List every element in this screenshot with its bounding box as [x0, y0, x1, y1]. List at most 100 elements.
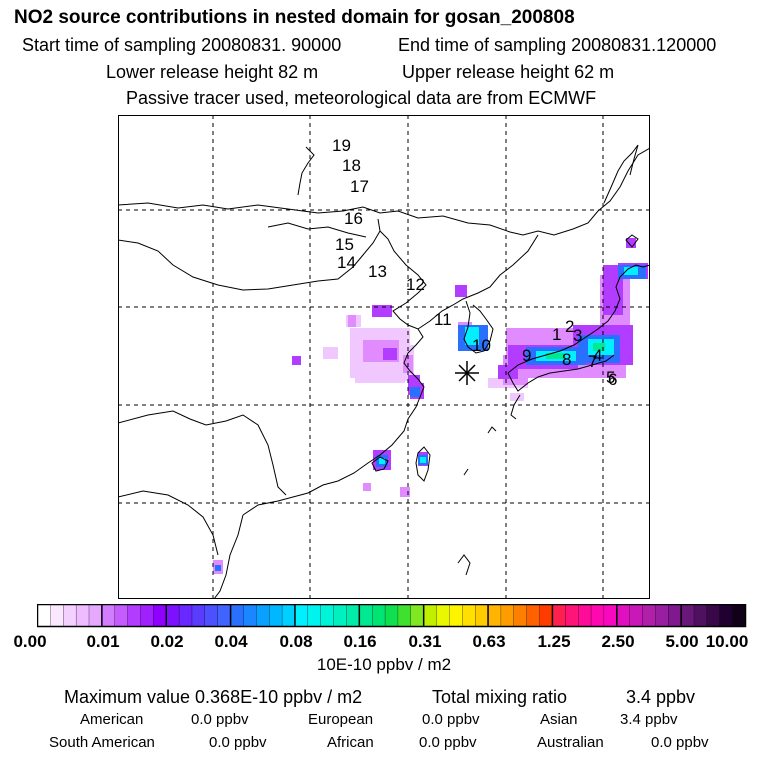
colorbar-cell	[294, 604, 309, 627]
colorbar-frame	[37, 604, 747, 628]
colorbar-cell	[655, 604, 669, 627]
colorbar-cell	[75, 604, 90, 627]
colorbar-tick: 0.04	[214, 632, 248, 651]
track-label-12: 12	[406, 275, 425, 294]
colorbar-major-ticks	[101, 604, 682, 627]
colorbar-cell	[487, 604, 502, 627]
total-mixing-value: 3.4 ppbv	[626, 687, 696, 707]
tracer-note: Passive tracer used, meteorological data…	[126, 88, 597, 108]
colorbar-cell	[668, 604, 682, 627]
colorbar-cell	[50, 604, 64, 627]
lower-release-height: Lower release height 82 m	[106, 62, 319, 82]
colorbar-cell	[475, 604, 489, 627]
colorbar-cell	[500, 604, 515, 627]
region-value: 0.0 ppbv	[422, 711, 480, 728]
colorbar-cell	[706, 604, 721, 627]
colorbar-cell	[153, 604, 167, 627]
colorbar-cell	[590, 604, 605, 627]
region-value: 3.4 ppbv	[620, 711, 678, 728]
max-value: Maximum value 0.368E-10 ppbv / m2	[64, 687, 363, 707]
colorbar-cell	[629, 604, 643, 627]
region-name: European	[308, 711, 374, 728]
colorbar-cell	[114, 604, 129, 627]
colorbar-cell	[191, 604, 206, 627]
colorbar-cell	[307, 604, 322, 627]
track-label-2: 2	[565, 317, 574, 336]
region-name: South American	[49, 734, 155, 751]
asterisk-icon	[455, 361, 479, 385]
track-label-5: 5	[606, 368, 615, 387]
colorbar-tick: 0.08	[279, 632, 313, 651]
colorbar-cell	[410, 604, 425, 627]
colorbar-cell	[526, 604, 540, 627]
colorbar-units: 10E-10 ppbv / m2	[316, 655, 452, 674]
colorbar	[37, 604, 747, 628]
colorbar-cell	[372, 604, 386, 627]
colorbar-cell	[732, 604, 746, 627]
colorbar-tick: 0.00	[13, 632, 47, 651]
colorbar-tick: 5.00	[665, 632, 699, 651]
plume-layer	[213, 238, 648, 574]
track-label-15: 15	[335, 235, 354, 254]
region-name: African	[327, 734, 374, 751]
colorbar-cell	[616, 604, 631, 627]
colorbar-cell	[539, 604, 553, 627]
track-label-8: 8	[562, 350, 571, 369]
colorbar-cell	[230, 604, 244, 627]
region-value: 0.0 ppbv	[209, 734, 267, 751]
coastlines	[118, 144, 650, 599]
track-label-19: 19	[332, 136, 351, 155]
track-label-6: 6	[608, 370, 617, 389]
plume-green	[546, 343, 605, 359]
source-contribution-map: 1 2 3 4 5 6 7 8 9 10 11 12 13 14 15 16 1…	[118, 115, 650, 599]
colorbar-cell	[423, 604, 437, 627]
colorbar-cell	[140, 604, 154, 627]
colorbar-cell	[166, 604, 180, 627]
colorbar-tick: 0.02	[150, 632, 184, 651]
track-label-10: 10	[472, 336, 491, 355]
track-label-16: 16	[344, 209, 363, 228]
colorbar-tick: 0.63	[472, 632, 506, 651]
track-label-3: 3	[573, 326, 582, 345]
colorbar-cell	[256, 604, 270, 627]
colorbar-cell	[359, 604, 373, 627]
region-value: 0.0 ppbv	[651, 734, 709, 751]
region-value: 0.0 ppbv	[419, 734, 477, 751]
track-label-4: 4	[593, 346, 602, 365]
colorbar-cell	[449, 604, 463, 627]
track-label-14: 14	[337, 253, 356, 272]
colorbar-cell	[552, 604, 566, 627]
colorbar-tick: 0.01	[86, 632, 120, 651]
region-name: American	[80, 711, 144, 728]
colorbar-cell	[269, 604, 283, 627]
plot-title: NO2 source contributions in nested domai…	[14, 7, 575, 28]
region-value: 0.0 ppbv	[191, 711, 249, 728]
end-time: End time of sampling 20080831.120000	[398, 35, 717, 55]
colorbar-cell	[281, 604, 296, 627]
colorbar-cell	[693, 604, 708, 627]
colorbar-cell	[436, 604, 450, 627]
colorbar-cells	[37, 604, 746, 627]
colorbar-cell	[243, 604, 257, 627]
track-label-1: 1	[552, 325, 561, 344]
total-mixing-label: Total mixing ratio	[432, 687, 568, 707]
colorbar-tick: 1.25	[537, 632, 571, 651]
colorbar-cell	[204, 604, 219, 627]
colorbar-tick: 0.31	[408, 632, 442, 651]
track-label-9: 9	[522, 346, 531, 365]
region-name: Australian	[537, 734, 604, 751]
track-label-18: 18	[342, 156, 361, 175]
colorbar-cell	[603, 604, 618, 627]
start-time: Start time of sampling 20080831. 90000	[22, 35, 342, 55]
colorbar-cell	[101, 604, 116, 627]
upper-release-height: Upper release height 62 m	[402, 62, 615, 82]
colorbar-tick: 10.00	[705, 632, 749, 651]
colorbar-cell	[346, 604, 360, 627]
colorbar-cell	[513, 604, 528, 627]
colorbar-cell	[127, 604, 141, 627]
colorbar-tick: 2.50	[601, 632, 635, 651]
colorbar-cell	[217, 604, 232, 627]
track-label-13: 13	[368, 262, 387, 281]
colorbar-cell	[178, 604, 193, 627]
colorbar-cell	[642, 604, 656, 627]
